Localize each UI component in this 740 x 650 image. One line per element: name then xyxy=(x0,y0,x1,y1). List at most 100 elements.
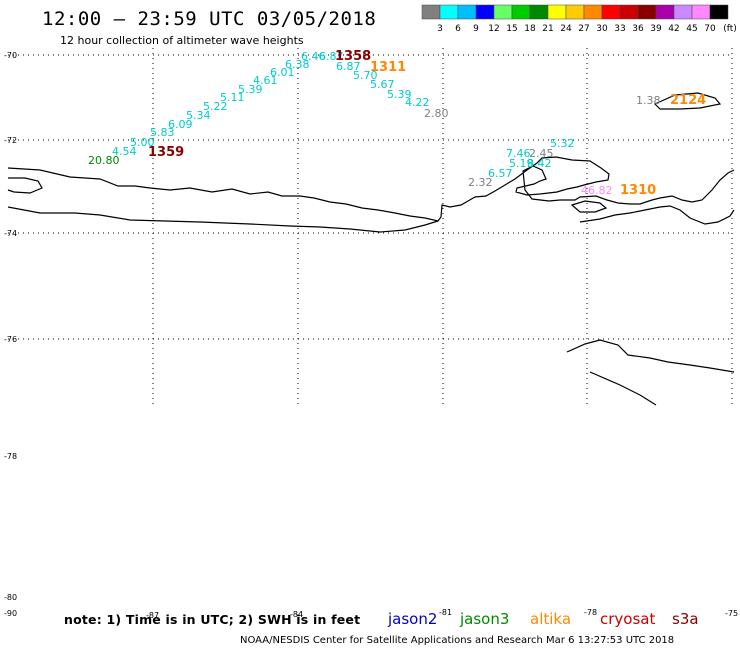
wave-height-label: 20.80 xyxy=(88,154,120,167)
legend-s3a: s3a xyxy=(672,610,699,628)
scale-label: 18 xyxy=(524,24,536,34)
lat-tick-label: -70 xyxy=(4,51,17,60)
wave-height-label: 5.67 xyxy=(370,78,395,91)
scale-label: 33 xyxy=(614,24,625,34)
lon-tick-label: -81 xyxy=(439,608,452,617)
wave-height-label: 4.54 xyxy=(112,145,137,158)
wave-height-label: 2.45 xyxy=(529,147,554,160)
legend-jason3: jason3 xyxy=(460,610,510,628)
wave-height-label: 2.80 xyxy=(424,107,449,120)
wave-height-label: 5.70 xyxy=(353,69,378,82)
scale-label: 21 xyxy=(542,24,553,34)
wave-height-label: 5.22 xyxy=(203,100,228,113)
wave-height-label: 46.82 xyxy=(581,184,613,197)
pass-time-label: 1358 xyxy=(335,49,371,64)
pass-time-label: 2124 xyxy=(670,93,706,108)
scale-label: 24 xyxy=(560,24,572,34)
wave-height-label: 2.32 xyxy=(468,176,493,189)
wave-height-label: 5.34 xyxy=(186,109,211,122)
page-title: 12:00 – 23:59 UTC 03/05/2018 xyxy=(42,8,377,30)
coastline-southeast-lower xyxy=(589,371,657,406)
lat-tick-label: -90 xyxy=(4,609,17,618)
wave-height-label: 5.83 xyxy=(150,126,175,139)
scale-label: 6 xyxy=(455,24,461,34)
scale-swatch xyxy=(493,4,513,20)
scale-label: 12 xyxy=(488,24,499,34)
footer-note: note: 1) Time is in UTC; 2) SWH is in fe… xyxy=(64,612,361,627)
scale-swatch xyxy=(691,4,711,20)
scale-swatch xyxy=(529,4,549,20)
scale-label: 39 xyxy=(650,24,662,34)
wave-height-label: 5.19 xyxy=(509,157,534,170)
page-subtitle: 12 hour collection of altimeter wave hei… xyxy=(60,34,304,47)
wave-height-label: 5.39 xyxy=(387,88,412,101)
wave-height-label: 4.22 xyxy=(405,96,430,109)
wave-height-label: 7.46 xyxy=(506,147,531,160)
scale-swatch xyxy=(709,4,729,20)
wave-height-label: 6.87 xyxy=(336,60,361,73)
scale-swatch xyxy=(457,4,477,20)
scale-label: 15 xyxy=(506,24,517,34)
scale-swatch xyxy=(439,4,459,20)
scale-label: 27 xyxy=(578,24,589,34)
scale-swatch xyxy=(511,4,531,20)
lat-tick-label: -80 xyxy=(4,593,17,602)
wave-height-label: 5.32 xyxy=(550,137,575,150)
color-scale: 3 6 9 12 15 18 21 24 27 30 33 36 39 42 45 70 (ft) xyxy=(421,4,737,34)
legend-jason2: jason2 xyxy=(388,610,438,628)
wave-height-label: 6.01 xyxy=(270,66,295,79)
scale-label: 3 xyxy=(437,24,443,34)
coastline-south-bay xyxy=(7,206,439,233)
island-east xyxy=(570,200,608,213)
coastline-southeast xyxy=(566,339,735,373)
scale-label: 36 xyxy=(632,24,644,34)
scale-label: 9 xyxy=(473,24,479,34)
lat-tick-label: -76 xyxy=(4,335,17,344)
scale-swatch xyxy=(637,4,657,20)
scale-label: 42 xyxy=(668,24,679,34)
coastline-west-loop xyxy=(7,177,43,194)
scale-swatch xyxy=(475,4,495,20)
scale-label: (ft) xyxy=(723,24,737,34)
scale-swatch xyxy=(673,4,693,20)
scale-swatch xyxy=(583,4,603,20)
wave-height-label: 5.39 xyxy=(238,83,263,96)
pass-time-label: 1310 xyxy=(620,183,656,198)
lon-tick-label: -84 xyxy=(290,610,303,619)
wave-height-label: 4.61 xyxy=(253,74,278,87)
scale-swatch xyxy=(547,4,567,20)
scale-label: 70 xyxy=(704,24,716,34)
lon-tick-label: -87 xyxy=(146,611,159,620)
lat-tick-label: -72 xyxy=(4,136,17,145)
wave-height-label: 8.42 xyxy=(527,157,552,170)
wave-height-label: 6.46 xyxy=(301,50,326,63)
observations-layer: 20.804.545.005.836.095.345.225.115.394.6… xyxy=(88,49,706,198)
scale-swatch xyxy=(421,4,441,20)
legend-cryosat: cryosat xyxy=(600,610,656,628)
lon-tick-label: -78 xyxy=(584,608,597,617)
lat-tick-label: -74 xyxy=(4,229,17,238)
scale-label: 45 xyxy=(686,24,697,34)
wave-height-label: 6.87 xyxy=(319,50,344,63)
lat-tick-label: -78 xyxy=(4,452,17,461)
grid-lines xyxy=(8,48,733,405)
wave-height-label: 6.38 xyxy=(285,58,310,71)
wave-height-label: 1.38 xyxy=(636,94,661,107)
scale-label: 30 xyxy=(596,24,608,34)
pass-time-label: 1311 xyxy=(370,60,406,75)
island-northeast xyxy=(653,92,722,110)
footer-credit: NOAA/NESDIS Center for Satellite Applica… xyxy=(240,635,675,646)
scale-swatch xyxy=(565,4,585,20)
wave-height-label: 6.09 xyxy=(168,118,193,131)
scale-swatch xyxy=(619,4,639,20)
scale-swatch xyxy=(655,4,675,20)
lon-tick-label: -75 xyxy=(725,609,738,618)
coastline-main xyxy=(7,156,735,222)
scale-swatch xyxy=(601,4,621,20)
pass-time-label: 1359 xyxy=(148,145,184,160)
wave-height-label: 5.11 xyxy=(220,91,245,104)
coastline-east-lower xyxy=(579,205,735,225)
coastlines xyxy=(7,92,735,406)
